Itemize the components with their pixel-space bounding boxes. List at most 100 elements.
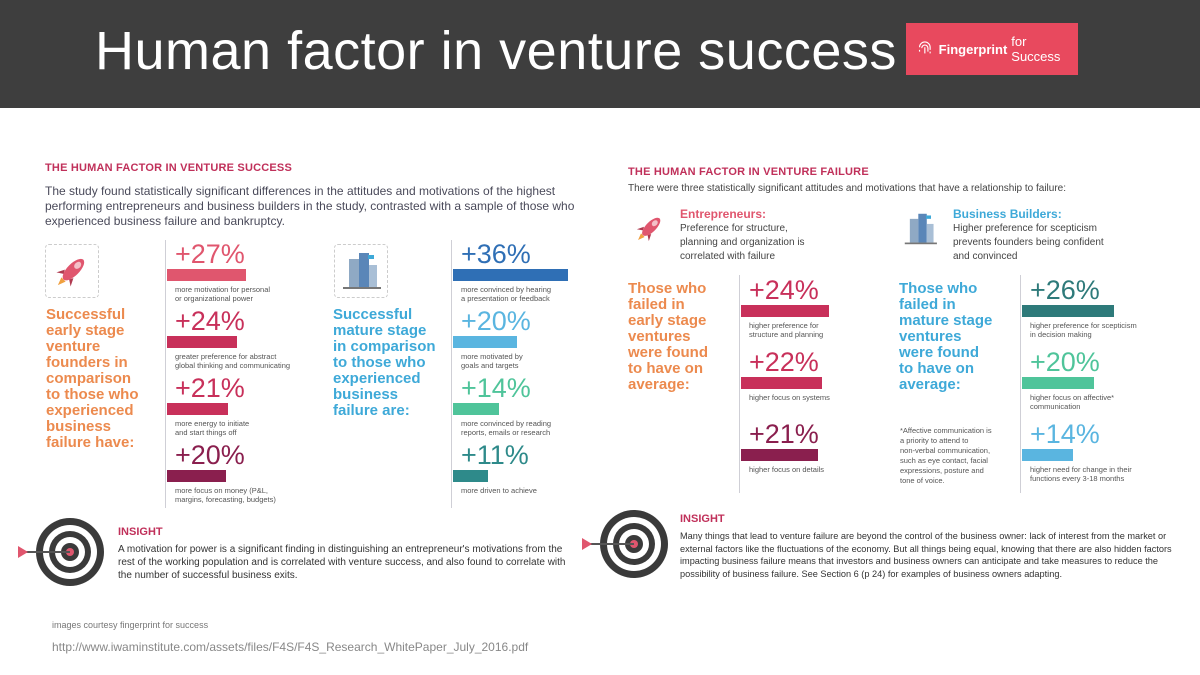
stat-caption: more motivated by goals and targets: [461, 352, 531, 370]
stat-bar: [1022, 449, 1073, 461]
caption-line: more convinced by reading: [461, 419, 552, 428]
stat-block: +21% more energy to initiate and start thi…: [167, 374, 249, 437]
building-icon-frame: [334, 244, 388, 298]
stat-bar: [741, 449, 819, 461]
stat-caption: more convinced by reading reports, emails…: [461, 419, 551, 437]
stat-bar: [453, 269, 568, 281]
stat-block: +26% higher preference for scepticism in d…: [1022, 275, 1137, 339]
insight-line: the number of successful business exits.: [118, 570, 298, 581]
divider: [451, 240, 452, 508]
left-intro: The study found statistically significan…: [45, 184, 575, 228]
stat-block: +20% more focus on money (P&L, margins, fo…: [167, 440, 276, 504]
heading-line: were found: [628, 344, 709, 361]
insight-line: impacting business failure means that in…: [680, 556, 1159, 566]
right-intro: There were three statistically significa…: [628, 183, 1067, 194]
caption-line: more motivation for personal: [175, 285, 271, 294]
heading-line: comparison: [46, 370, 132, 387]
note-line: such as eye contact, facial: [900, 456, 988, 465]
stat-value: +20%: [461, 306, 531, 336]
note-line: *Affective communication is: [900, 426, 992, 435]
caption-line: higher preference for: [749, 321, 819, 330]
stat-value: +26%: [1030, 275, 1100, 305]
desc-line: prevents founders being confident: [953, 237, 1104, 248]
caption-line: more focus on money (P&L,: [175, 486, 268, 495]
heading-line: failure are:: [333, 402, 410, 419]
heading-line: Successful: [46, 306, 126, 323]
source-link[interactable]: http://www.iwaminstitute.com/assets/file…: [52, 640, 529, 654]
entrepreneurs-title: Entrepreneurs:: [680, 207, 767, 221]
stat-block: +27% more motivation for personal or organ…: [167, 239, 270, 303]
heading-line: experienced: [46, 402, 134, 419]
heading-line: venture: [46, 338, 101, 355]
caption-line: higher preference for scepticism: [1030, 321, 1137, 330]
stat-value: +24%: [175, 306, 245, 336]
heading-line: mature stage: [899, 312, 993, 329]
caption-line: structure and planning: [749, 330, 824, 339]
stat-bar: [453, 470, 488, 482]
rocket-icon: [56, 258, 85, 287]
heading-line: to have on: [628, 360, 704, 377]
insight-line: external factors like the fluctuations o…: [680, 543, 1172, 554]
stat-value: +20%: [175, 440, 245, 470]
stat-block: +14% more convinced by reading reports, em…: [453, 374, 551, 437]
left-section-title: THE HUMAN FACTOR IN VENTURE SUCCESS: [45, 162, 292, 174]
desc-line: planning and organization is: [680, 237, 805, 248]
stat-bar: [167, 269, 247, 281]
brand-name-bold: Fingerprint: [938, 41, 1008, 57]
heading-line: failed in: [899, 296, 956, 313]
stat-caption: more convinced by hearing a presentation …: [461, 285, 568, 303]
heading-line: Those who: [899, 280, 978, 297]
fingerprint-icon: [918, 41, 931, 54]
brand-name-rest: for Success: [1011, 34, 1061, 64]
desc-line: Preference for structure,: [680, 223, 788, 234]
stat-caption: more motivation for personal or organizat…: [175, 285, 270, 303]
stat-bar: [1022, 305, 1114, 317]
stat-bar: [453, 336, 518, 348]
business-builders-title: Business Builders:: [953, 207, 1062, 221]
affective-note: *Affective communication is a priority t…: [900, 426, 992, 486]
stat-block: +20% more motivated by goals and targets: [453, 306, 531, 370]
insight-line: possibility of business failure. See Sec…: [680, 568, 1062, 579]
heading-line: ventures: [899, 328, 962, 345]
stat-value: +14%: [1030, 419, 1100, 449]
stat-bar: [741, 377, 822, 389]
stat-bar: [1022, 377, 1094, 389]
right-section-title: THE HUMAN FACTOR IN VENTURE FAILURE: [628, 166, 869, 178]
stat-caption: greater preference for abstract global th…: [175, 352, 290, 370]
caption-line: margins, forecasting, budgets): [175, 495, 276, 504]
insight-line: rest of the working population and is co…: [118, 557, 566, 568]
stat-block: +22% higher focus on systems: [741, 347, 830, 402]
stat-bar: [167, 470, 226, 482]
stat-value: +11%: [461, 440, 529, 470]
stat-value: +27%: [175, 239, 245, 269]
caption-line: reports, emails or research: [461, 428, 551, 437]
stat-value: +21%: [749, 419, 819, 449]
stat-value: +22%: [749, 347, 819, 377]
stat-block: +20% higher focus on affective* communicat…: [1022, 347, 1114, 411]
caption-line: functions every 3-18 months: [1030, 474, 1125, 483]
heading-line: failure have:: [46, 434, 135, 451]
left-insight-text: A motivation for power is a significant …: [118, 543, 578, 582]
divider: [739, 275, 740, 493]
heading-line: early stage: [46, 322, 125, 339]
heading-line: Those who: [628, 280, 707, 297]
stat-bar: [167, 336, 238, 348]
note-line: tone of voice.: [900, 476, 945, 485]
caption-line: more motivated by: [461, 352, 523, 361]
stat-caption: more energy to initiate and start things …: [175, 419, 249, 437]
heading-line: experienced: [333, 370, 421, 387]
target-icon: [18, 518, 104, 586]
brand-logo: Fingerprint for Success: [906, 23, 1078, 75]
mature-stage-heading: Those who failed in mature stage venture…: [899, 281, 992, 393]
stat-value: +20%: [1030, 347, 1100, 377]
heading-line: Successful: [333, 306, 413, 323]
building-icon: [343, 253, 381, 289]
caption-line: higher need for change in their: [1030, 465, 1132, 474]
caption-line: greater preference for abstract: [175, 352, 277, 361]
stat-bar: [167, 403, 229, 415]
stat-value: +36%: [461, 239, 531, 269]
stat-caption: higher preference for scepticism in decis…: [1030, 321, 1137, 339]
stat-block: +14% higher need for change in their funct…: [1022, 419, 1132, 483]
heading-line: ventures: [628, 328, 691, 345]
caption-line: or organizational power: [175, 294, 253, 303]
